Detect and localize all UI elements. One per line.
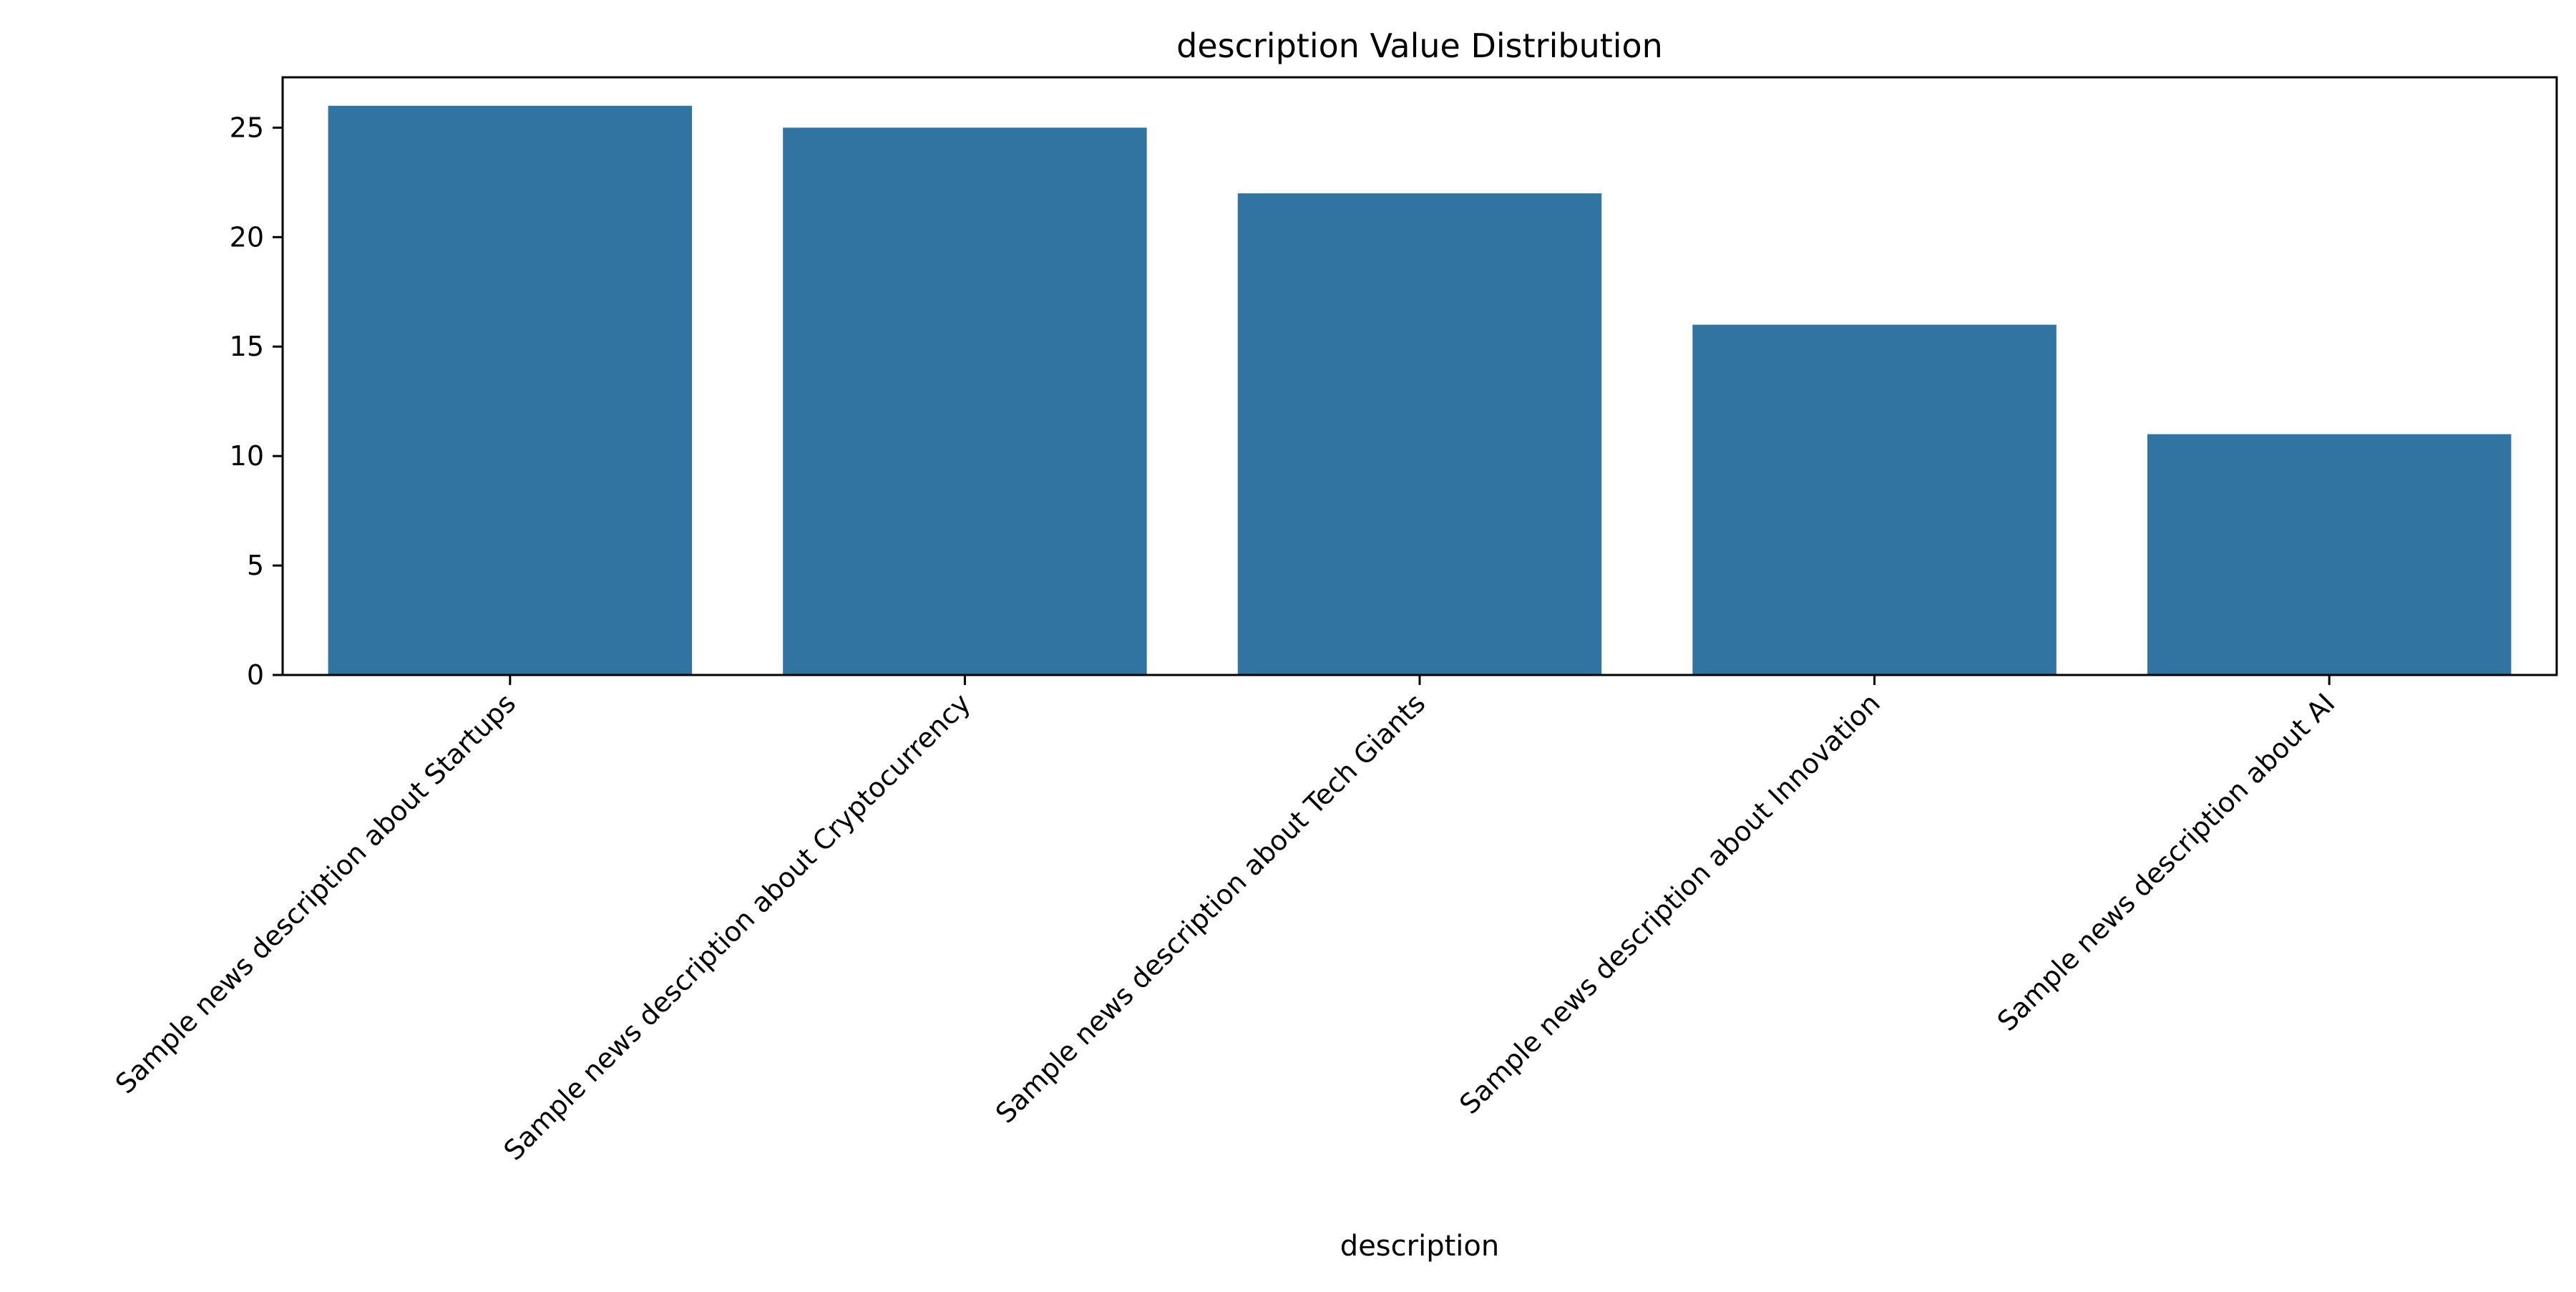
y-tick-label: 25 xyxy=(230,112,264,143)
bar-1 xyxy=(328,105,693,675)
y-tick-label: 20 xyxy=(230,221,264,253)
x-axis-label: description xyxy=(1340,1230,1499,1263)
bars-layer xyxy=(328,105,2512,676)
x-tick-label: Sample news description about Tech Giant… xyxy=(990,687,1432,1130)
plot-frame xyxy=(281,76,2558,676)
x-tick-label: Sample news description about AI xyxy=(1991,687,2341,1037)
bar-5 xyxy=(2147,434,2512,675)
bar-2 xyxy=(783,127,1147,675)
y-tick-label: 0 xyxy=(247,659,264,691)
bar-4 xyxy=(1692,324,2057,675)
x-tick-label: Sample news description about Innovation xyxy=(1453,687,1886,1120)
y-tick-label: 15 xyxy=(230,331,264,362)
x-axis: Sample news description about StartupsSa… xyxy=(109,675,2341,1167)
y-axis: 0 5 10 15 20 25 xyxy=(230,112,283,691)
x-tick-label: Sample news description about Cryptocurr… xyxy=(497,687,976,1166)
y-tick-label: 10 xyxy=(230,440,264,472)
chart-title: description Value Distribution xyxy=(1176,26,1663,65)
y-tick-label: 5 xyxy=(247,550,264,581)
x-tick-label: Sample news description about Startups xyxy=(109,687,522,1099)
bar-3 xyxy=(1237,193,1602,676)
